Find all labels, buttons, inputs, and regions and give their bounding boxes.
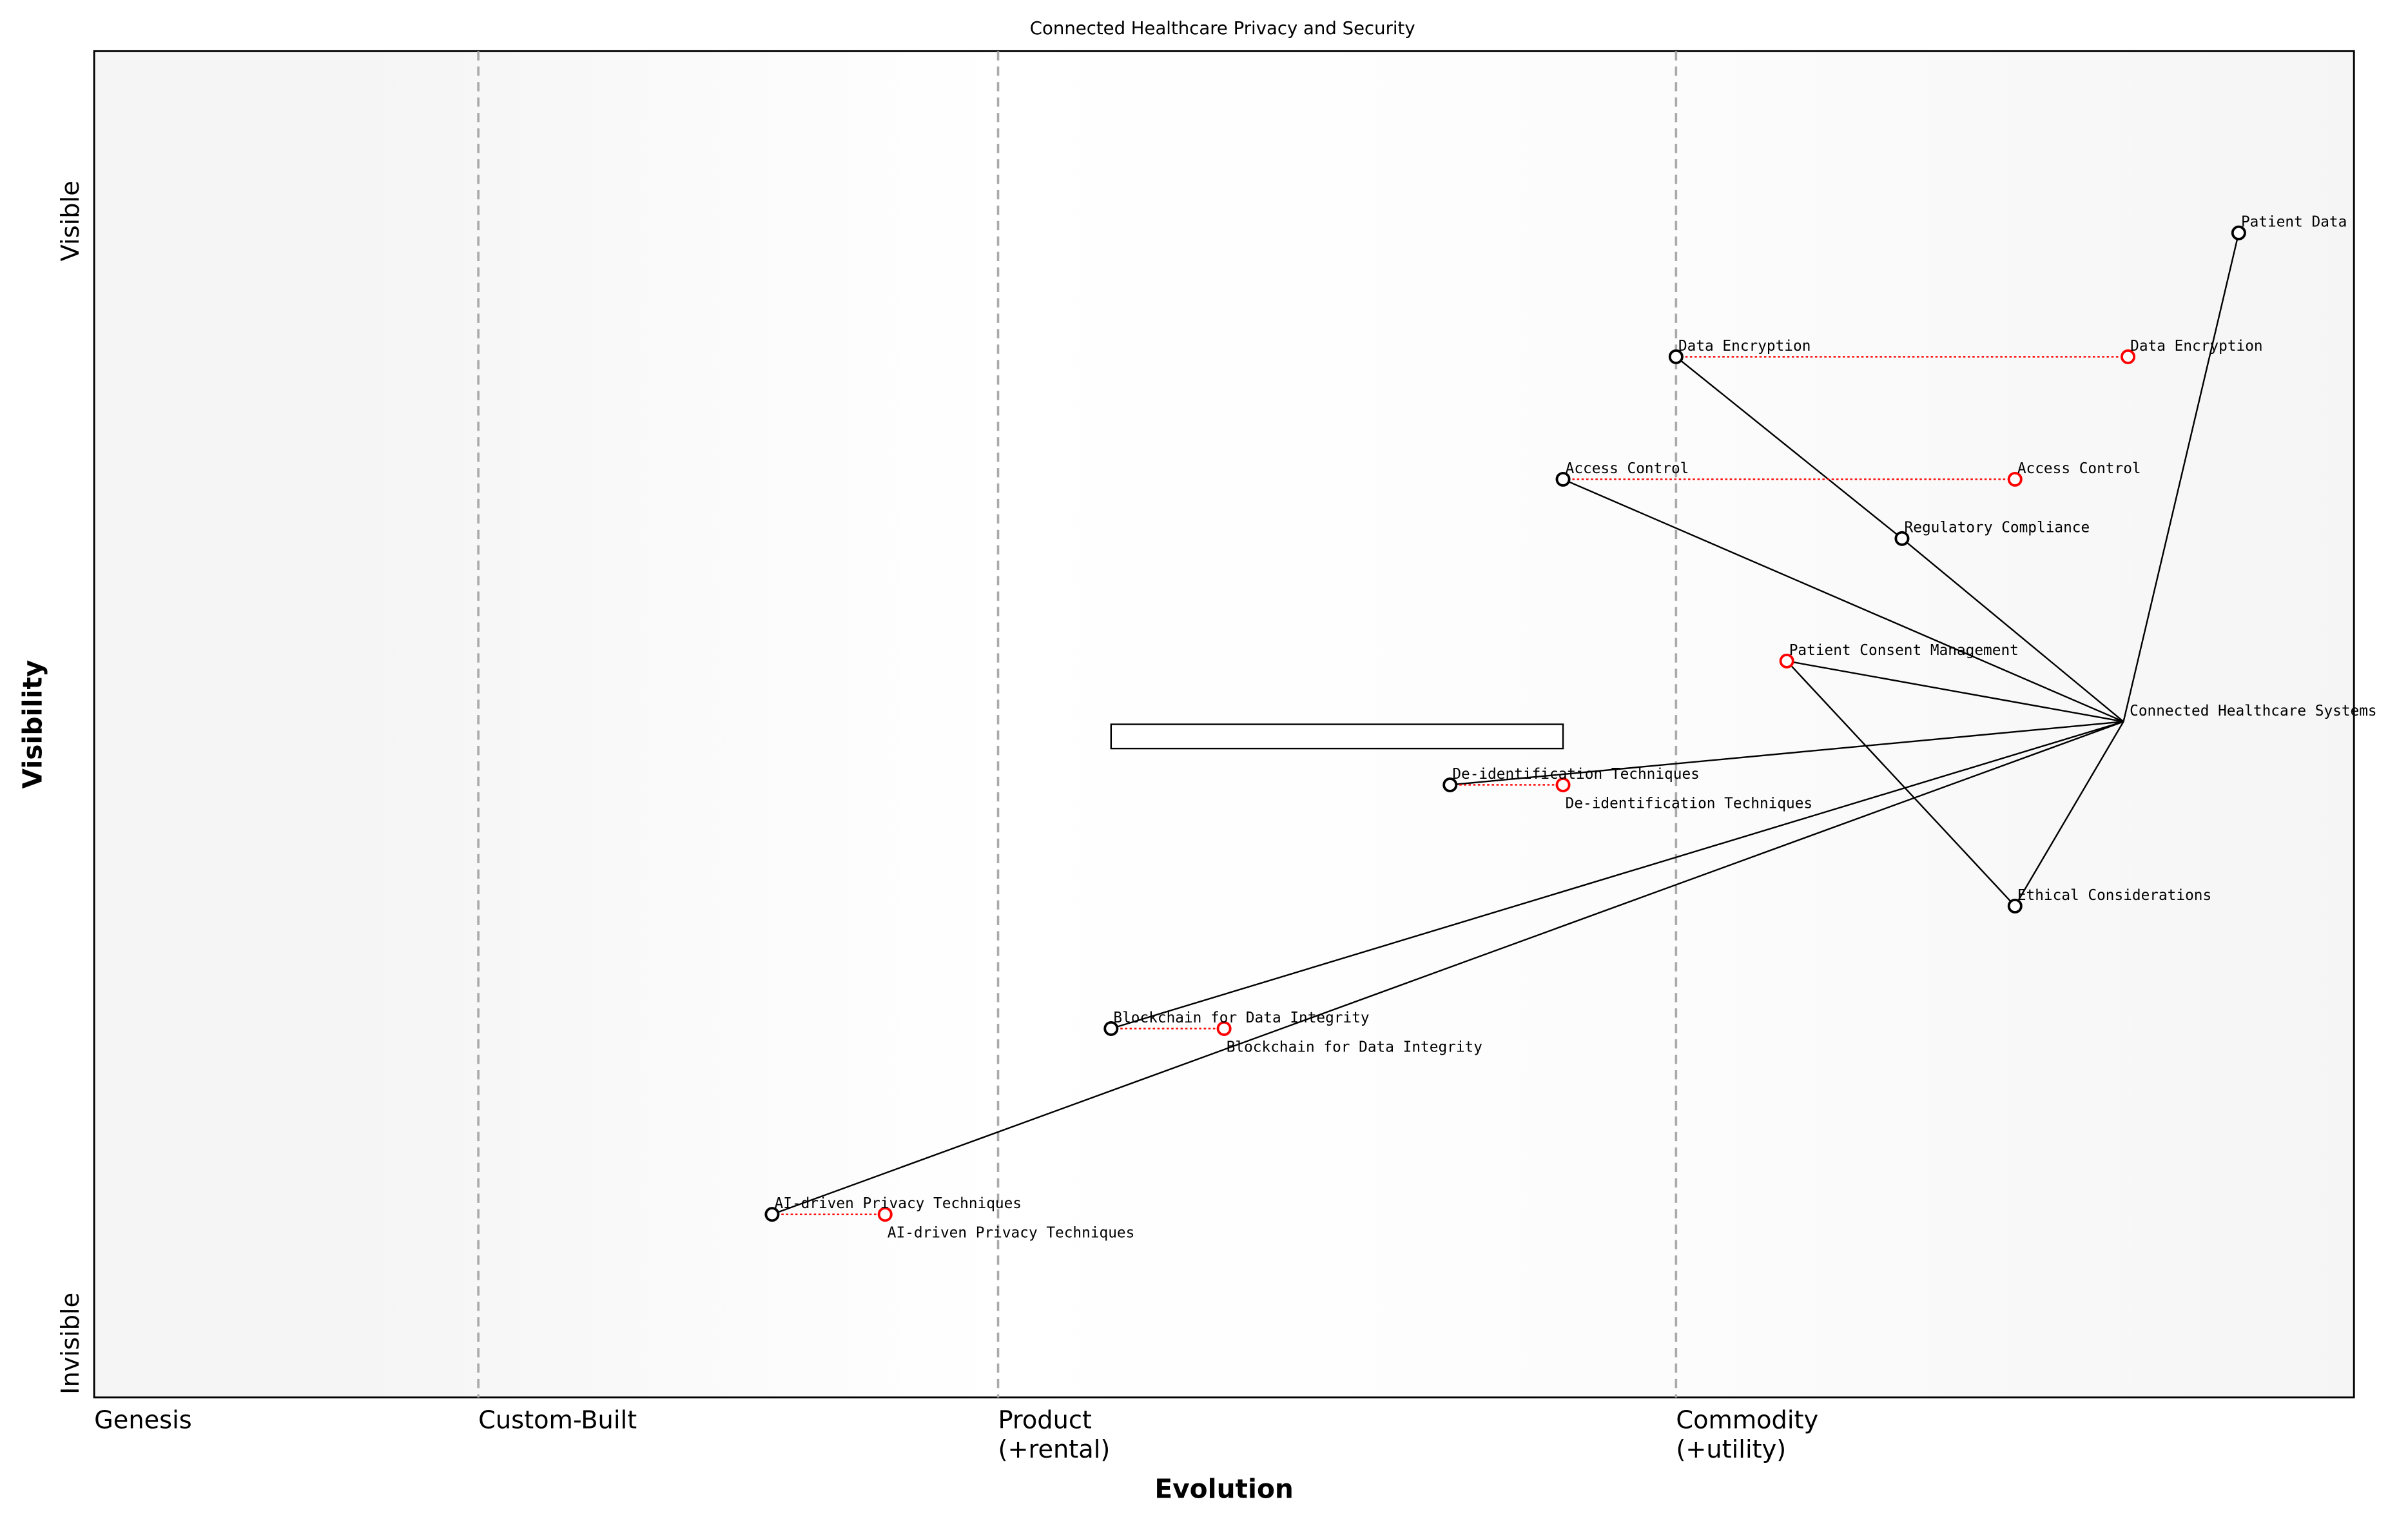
- y-axis-label: Visibility: [17, 660, 48, 789]
- chart-title: Connected Healthcare Privacy and Securit…: [1030, 18, 1415, 39]
- component-marker: [2231, 225, 2246, 240]
- component-marker: [1668, 349, 1684, 364]
- dependency-link: [1901, 538, 2124, 723]
- evolved-component-marker: [877, 1207, 893, 1222]
- evolved-component-marker: [2121, 349, 2136, 364]
- dependency-link: [1786, 660, 2124, 723]
- evolved-component-label: Access Control: [2017, 460, 2141, 477]
- stage-label: Product (+rental): [998, 1406, 1111, 1465]
- component-marker: [2007, 898, 2023, 914]
- evolved-component-marker: [2007, 471, 2023, 487]
- evolved-component-label: AI-driven Privacy Techniques: [888, 1225, 1135, 1242]
- dependency-link: [2014, 721, 2124, 907]
- component-marker: [1555, 471, 1571, 487]
- dependency-link: [2122, 232, 2240, 722]
- dependency-link: [1786, 660, 2016, 907]
- evolved-component-label: Patient Consent Management: [1789, 642, 2019, 659]
- component-label: AI-driven Privacy Techniques: [775, 1195, 1022, 1212]
- component-label: Regulatory Compliance: [1905, 520, 2090, 536]
- x-axis-label: Evolution: [1154, 1473, 1294, 1504]
- evolved-component-marker: [1216, 1021, 1232, 1036]
- component-label: Patient Data: [2241, 214, 2347, 231]
- y-tick-visible: Visible: [56, 181, 85, 261]
- evolved-component-label: Data Encryption: [2130, 338, 2262, 355]
- stage-label: Genesis: [94, 1406, 192, 1435]
- component-label: Connected Healthcare Systems: [2130, 703, 2377, 719]
- evolved-component-marker: [1779, 653, 1794, 669]
- evolved-component-marker: [1555, 777, 1571, 792]
- evolved-component-label: Blockchain for Data Integrity: [1227, 1039, 1482, 1055]
- stage-label: Commodity (+utility): [1676, 1406, 1818, 1465]
- component-label: De-identification Techniques: [1452, 766, 1700, 783]
- dependency-link: [772, 721, 2124, 1215]
- y-tick-invisible: Invisible: [56, 1293, 85, 1394]
- component-label: Blockchain for Data Integrity: [1113, 1010, 1369, 1026]
- dependency-link: [1562, 478, 2124, 723]
- dependency-link: [1450, 721, 2124, 786]
- stage-label: Custom-Built: [478, 1406, 637, 1435]
- component-marker: [764, 1207, 780, 1222]
- component-marker: [1442, 777, 1458, 792]
- component-label: Access Control: [1566, 460, 1689, 477]
- dependency-link: [1111, 721, 2124, 1030]
- component-label: Ethical Considerations: [2017, 887, 2211, 904]
- evolved-component-label: De-identification Techniques: [1566, 795, 1813, 812]
- component-marker: [1103, 1021, 1119, 1036]
- component-marker: [1894, 531, 1910, 546]
- dependency-link: [1675, 356, 1903, 540]
- annotation-box: [1110, 723, 1564, 750]
- component-label: Data Encryption: [1678, 338, 1811, 355]
